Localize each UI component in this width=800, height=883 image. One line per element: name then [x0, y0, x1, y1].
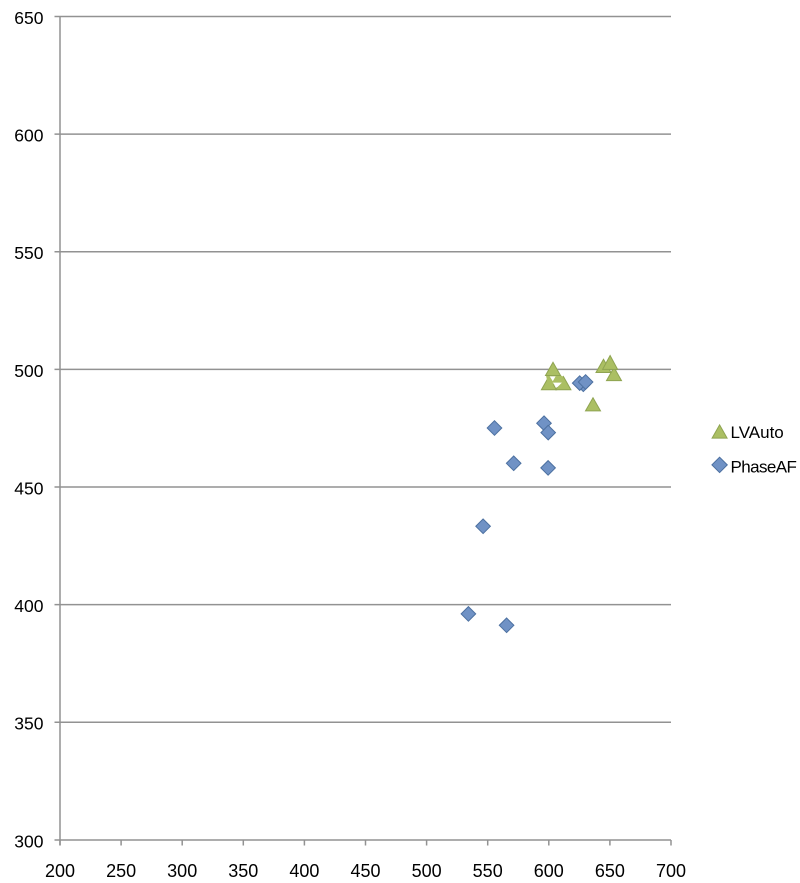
svg-text:250: 250: [106, 861, 136, 881]
svg-text:450: 450: [350, 861, 380, 881]
svg-text:400: 400: [289, 861, 319, 881]
svg-text:450: 450: [14, 478, 43, 498]
svg-text:550: 550: [14, 243, 43, 263]
svg-text:200: 200: [45, 861, 75, 881]
svg-text:500: 500: [412, 861, 442, 881]
svg-text:350: 350: [14, 714, 43, 734]
svg-text:600: 600: [14, 126, 43, 146]
svg-text:300: 300: [14, 831, 43, 851]
svg-text:300: 300: [167, 861, 197, 881]
svg-text:600: 600: [534, 861, 564, 881]
svg-text:550: 550: [473, 861, 503, 881]
svg-text:LVAuto: LVAuto: [731, 423, 784, 442]
svg-text:650: 650: [14, 8, 43, 28]
svg-text:PhaseAF: PhaseAF: [731, 458, 797, 477]
svg-text:650: 650: [595, 861, 625, 881]
svg-text:350: 350: [228, 861, 258, 881]
svg-text:400: 400: [14, 596, 43, 616]
svg-text:500: 500: [14, 361, 43, 381]
svg-text:700: 700: [656, 861, 686, 881]
